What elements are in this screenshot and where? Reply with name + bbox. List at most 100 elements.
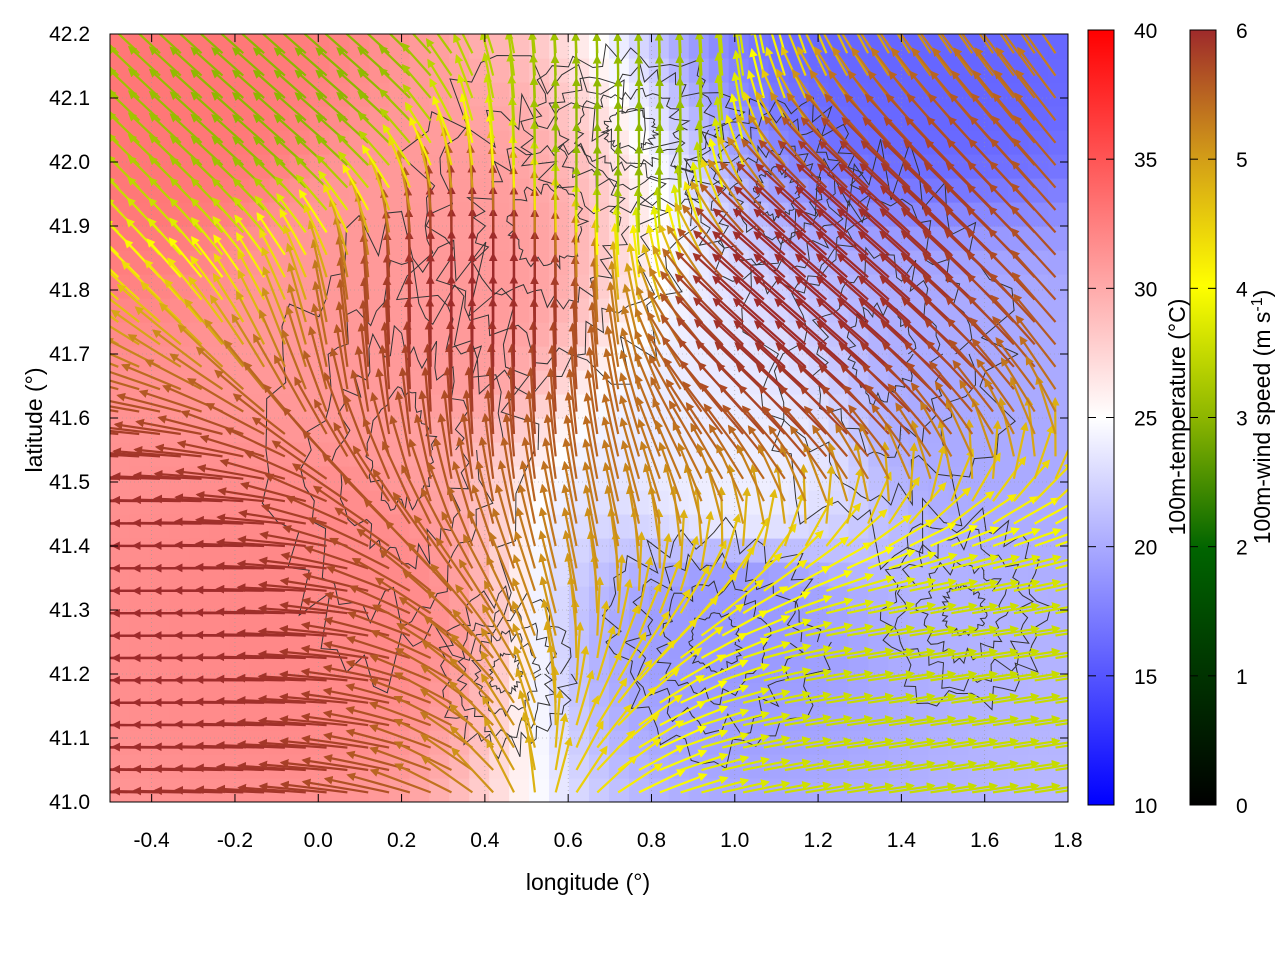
temperature-cell — [628, 514, 650, 539]
temperature-cell — [668, 130, 690, 155]
temperature-cell — [149, 490, 171, 515]
colorbar-tick-label: 10 — [1134, 795, 1157, 818]
temperature-cell — [189, 562, 211, 587]
y-tick-label: 41.7 — [49, 343, 90, 366]
y-tick-label: 42.2 — [49, 23, 90, 46]
temperature-cell — [409, 34, 430, 59]
temperature-cell — [569, 34, 590, 59]
temperature-cell — [549, 298, 570, 323]
temperature-cell — [409, 178, 430, 203]
temperature-cell — [249, 490, 271, 515]
y-tick-label: 41.6 — [49, 407, 90, 430]
temperature-cell — [389, 514, 410, 539]
wind-arrow — [110, 768, 119, 772]
temperature-cell — [110, 586, 131, 611]
temperature-cell — [309, 418, 331, 443]
temperature-cell — [668, 754, 690, 779]
temperature-cell — [129, 346, 151, 371]
temperature-cell — [1028, 106, 1049, 131]
temperature-cell — [549, 34, 570, 59]
temperature-cell — [329, 706, 351, 731]
temperature-cell — [668, 538, 690, 563]
temperature-cell — [469, 394, 490, 419]
temperature-cell — [409, 226, 430, 251]
temperature-cell — [489, 778, 510, 802]
temperature-cell — [169, 634, 191, 659]
temperature-cell — [209, 586, 231, 611]
temperature-cell — [589, 226, 610, 251]
temperature-cell — [589, 34, 610, 59]
temperature-cell — [828, 514, 850, 539]
temperature-cell — [589, 250, 610, 275]
temperature-cell — [229, 490, 251, 515]
temperature-cell — [289, 154, 311, 179]
temperature-cell — [688, 754, 710, 779]
temperature-cell — [1048, 298, 1068, 323]
temperature-cell — [289, 418, 311, 443]
temperature-cell — [249, 394, 271, 419]
temperature-cell — [389, 202, 410, 227]
temperature-cell — [1048, 226, 1068, 251]
temperature-cell — [129, 538, 151, 563]
temperature-cell — [848, 394, 870, 419]
y-tick-label: 41.8 — [49, 279, 90, 302]
temperature-cell — [129, 586, 151, 611]
temperature-cell — [369, 634, 391, 659]
temperature-cell — [329, 442, 351, 467]
temperature-cell — [229, 538, 251, 563]
temperature-cell — [449, 370, 470, 395]
temperature-cell — [1028, 130, 1049, 155]
temperature-cell — [110, 754, 131, 779]
temperature-cell — [209, 634, 231, 659]
temperature-cell — [529, 226, 550, 251]
temperature-cell — [189, 298, 211, 323]
wind-arrow — [658, 34, 661, 54]
temperature-cell — [129, 106, 151, 131]
temperature-cell — [149, 82, 171, 107]
temperature-cell — [429, 370, 450, 395]
y-tick-label: 41.4 — [49, 535, 90, 558]
colorbar-tick-label: 2 — [1236, 537, 1248, 560]
temperature-cell — [1048, 346, 1068, 371]
temperature-cell — [908, 82, 929, 107]
temperature-cell — [409, 274, 430, 299]
temperature-cell — [429, 346, 450, 371]
y-tick-label: 41.1 — [49, 727, 90, 750]
temperature-cell — [948, 418, 969, 443]
temperature-cell — [1008, 130, 1029, 155]
temperature-cell — [549, 202, 570, 227]
temperature-cell — [549, 730, 570, 755]
temperature-cell — [449, 538, 470, 563]
temperature-cell — [1048, 106, 1068, 131]
temperature-cell — [449, 754, 470, 779]
temperature-cell — [110, 562, 131, 587]
temperature-cell — [169, 562, 191, 587]
temperature-cell — [529, 730, 550, 755]
x-tick-label: 0.6 — [554, 829, 583, 852]
temperature-cell — [110, 82, 131, 107]
wind-colorbar-label-sup: -1 — [1249, 297, 1266, 311]
temperature-cell — [149, 514, 171, 539]
colorbar-tick-label: 6 — [1236, 20, 1248, 43]
temperature-cell — [189, 538, 211, 563]
x-tick-label: -0.4 — [134, 829, 171, 852]
temperature-cell — [569, 250, 590, 275]
temperature-cell — [369, 610, 391, 635]
temperature-cell — [529, 202, 550, 227]
temperature-cell — [409, 586, 430, 611]
temperature-cell — [149, 634, 171, 659]
x-tick-label: 0.8 — [637, 829, 666, 852]
temperature-cell — [589, 178, 610, 203]
temperature-cell — [110, 634, 131, 659]
temperature-cell — [1048, 130, 1068, 155]
wind-arrow — [595, 34, 599, 54]
temperature-cell — [149, 754, 171, 779]
x-tick-label: 1.0 — [720, 829, 749, 852]
temperature-cell — [209, 730, 231, 755]
temperature-cell — [209, 490, 231, 515]
wind-speed-colorbar: 0 1 2 3 4 5 6 100m-wind speed (m s-1) — [1189, 20, 1275, 818]
temperature-cell — [1008, 490, 1029, 515]
temperature-cell — [529, 778, 550, 802]
temperature-cell — [569, 178, 590, 203]
temperature-cell — [129, 82, 151, 107]
